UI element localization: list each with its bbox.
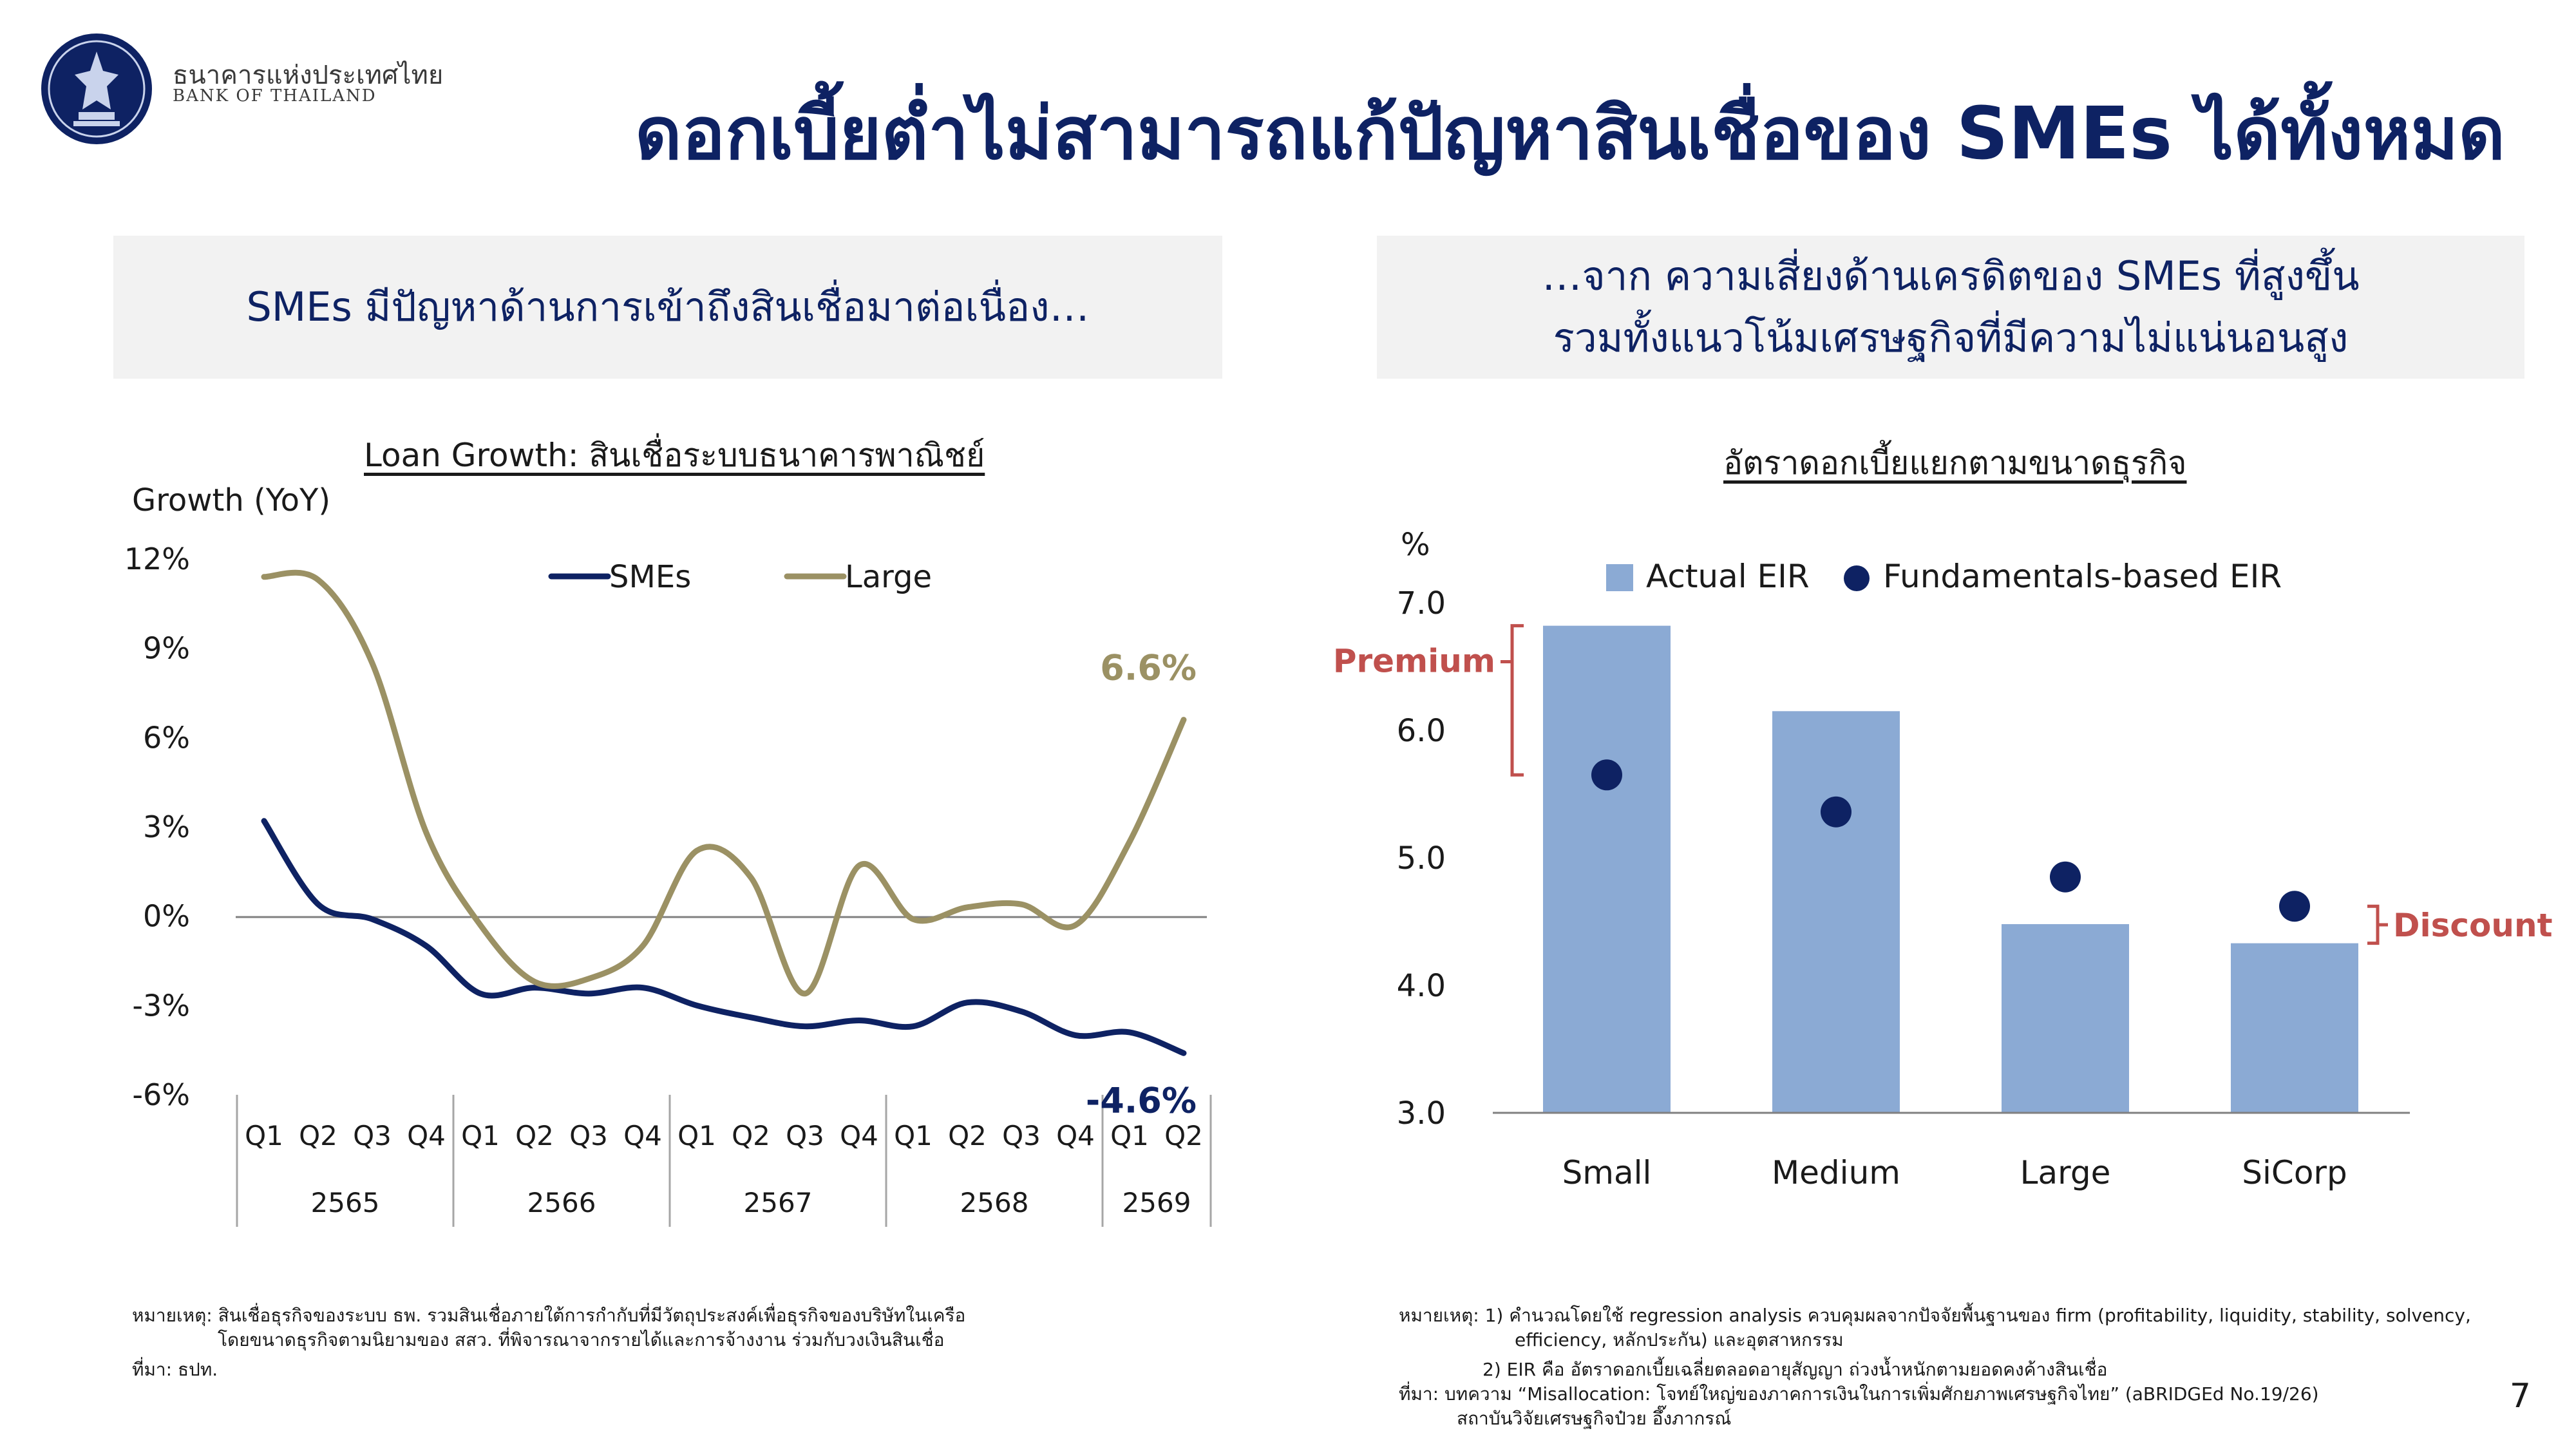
legend-label-large: Large <box>845 559 932 595</box>
x-axis-quarter-label: Q2 <box>948 1120 987 1151</box>
bar-actual-eir-medium <box>1772 711 1900 1113</box>
bar-chart-y-tick: 5.0 <box>1397 840 1446 876</box>
left-note-line2: โดยขนาดธุรกิจตามนิยามของ สสว. ที่พิจารณา… <box>218 1329 945 1350</box>
x-axis-quarter-label: Q4 <box>407 1120 446 1151</box>
bar-actual-eir-small <box>1543 625 1671 1113</box>
x-axis-quarter-label: Q1 <box>461 1120 500 1151</box>
dot-fundamentals-eir-small <box>1591 759 1622 791</box>
premium-bracket <box>1501 624 1524 777</box>
right-banner-line2: รวมทั้งแนวโน้มเศรษฐกิจที่มีความไม่แน่นอน… <box>1553 314 2349 361</box>
line-chart-y-tick: 9% <box>143 631 190 666</box>
bar-chart-y-tick: 4.0 <box>1397 968 1446 1004</box>
bar-chart-y-tick: 7.0 <box>1397 585 1446 621</box>
right-note-source-org: สถาบันวิจัยเศรษฐกิจป๋วย อึ๊งภากรณ์ <box>1457 1408 1732 1429</box>
line-chart-y-tick: 0% <box>143 899 190 934</box>
bar-chart-title: อัตราดอกเบี้ยแยกตามขนาดธุรกิจ <box>1723 444 2187 482</box>
bar-x-label-large: Large <box>2020 1154 2111 1191</box>
legend-label-actual-eir: Actual EIR <box>1646 558 1810 595</box>
x-axis-quarter-label: Q4 <box>840 1120 878 1151</box>
bar-chart-y-tick: 6.0 <box>1397 713 1446 749</box>
left-banner: SMEs มีปัญหาด้านการเข้าถึงสินเชื่อมาต่อเ… <box>113 236 1222 379</box>
right-note-line2: efficiency, หลักประกัน) และอุตสาหกรรม <box>1515 1329 1844 1350</box>
line-chart-y-label: Growth (YoY) <box>132 482 330 518</box>
line-chart-y-tick: -6% <box>132 1077 190 1112</box>
x-axis-quarter-label: Q1 <box>677 1120 716 1151</box>
org-name-thai: ธนาคารแห่งประเทศไทย <box>173 61 444 90</box>
x-axis-quarter-label: Q1 <box>894 1120 933 1151</box>
page-number: 7 <box>2509 1377 2531 1416</box>
legend-swatch-actual-eir <box>1606 564 1633 591</box>
right-note-line1: หมายเหตุ: 1) คำนวณโดยใช้ regression anal… <box>1399 1305 2471 1326</box>
right-note-line3: 2) EIR คือ อัตราดอกเบี้ยเฉลี่ยตลอดอายุสั… <box>1482 1359 2108 1380</box>
discount-bracket <box>2367 904 2388 945</box>
x-axis-quarter-label: Q3 <box>353 1120 392 1151</box>
bar-chart-y-tick: 3.0 <box>1397 1095 1446 1132</box>
series-line-smes <box>261 818 1187 1056</box>
org-name-english: BANK OF THAILAND <box>173 86 377 106</box>
page-title: ดอกเบี้ยต่ำไม่สามารถแก้ปัญหาสินเชื่อของ … <box>634 92 2505 176</box>
dot-fundamentals-eir-sicorp <box>2279 891 2310 922</box>
legend-label-fundamentals-eir: Fundamentals-based EIR <box>1883 558 2282 595</box>
x-axis-quarter-label: Q2 <box>299 1120 337 1151</box>
x-axis-year-label: 2565 <box>311 1187 380 1218</box>
left-banner-text: SMEs มีปัญหาด้านการเข้าถึงสินเชื่อมาต่อเ… <box>246 283 1090 330</box>
right-banner: …จาก ความเสี่ยงด้านเครดิตของ SMEs ที่สูง… <box>1377 236 2524 379</box>
bank-of-thailand-logo <box>41 33 152 144</box>
bar-x-label-small: Small <box>1562 1154 1652 1191</box>
bar-chart-y-label: % <box>1401 527 1430 563</box>
x-axis-quarter-label: Q1 <box>1110 1120 1149 1151</box>
x-axis-quarter-label: Q4 <box>623 1120 662 1151</box>
left-note-line1: หมายเหตุ: สินเชื่อธุรกิจของระบบ ธพ. รวมส… <box>132 1305 966 1326</box>
x-axis-year-label: 2566 <box>527 1187 596 1218</box>
x-axis-quarter-label: Q3 <box>1002 1120 1041 1151</box>
line-chart-y-tick: 3% <box>143 810 190 844</box>
right-note-source: ที่มา: บทความ “Misallocation: โจทย์ใหญ่ข… <box>1399 1383 2319 1405</box>
x-axis-quarter-label: Q3 <box>569 1120 608 1151</box>
series-end-label-large: 6.6% <box>1100 648 1197 688</box>
x-axis-quarter-label: Q2 <box>515 1120 554 1151</box>
x-axis-quarter-label: Q1 <box>245 1120 283 1151</box>
bar-x-label-sicorp: SiCorp <box>2242 1154 2347 1191</box>
x-axis-quarter-label: Q4 <box>1056 1120 1095 1151</box>
line-chart-y-tick: 12% <box>124 542 190 576</box>
bar-x-label-medium: Medium <box>1772 1154 1900 1191</box>
series-line-large <box>261 569 1187 997</box>
x-axis-year-label: 2569 <box>1122 1187 1191 1218</box>
x-axis-quarter-label: Q2 <box>1164 1120 1203 1151</box>
bar-actual-eir-sicorp <box>2231 943 2358 1113</box>
right-banner-line1: …จาก ความเสี่ยงด้านเครดิตของ SMEs ที่สูง… <box>1542 252 2360 299</box>
x-axis-quarter-label: Q3 <box>786 1120 824 1151</box>
left-note-source: ที่มา: ธปท. <box>132 1359 218 1380</box>
dot-fundamentals-eir-large <box>2050 861 2081 893</box>
bar-actual-eir-large <box>2002 923 2129 1113</box>
premium-label: Premium <box>1333 642 1495 679</box>
discount-label: Discount <box>2393 907 2553 944</box>
legend-swatch-fundamentals-eir <box>1844 565 1870 591</box>
line-chart-y-tick: 6% <box>143 720 190 755</box>
dot-fundamentals-eir-medium <box>1821 796 1852 828</box>
series-end-label-smes: -4.6% <box>1086 1080 1197 1121</box>
x-axis-quarter-label: Q2 <box>732 1120 770 1151</box>
line-chart-y-tick: -3% <box>132 988 190 1023</box>
legend-label-smes: SMEs <box>609 559 691 595</box>
x-axis-year-label: 2567 <box>744 1187 813 1218</box>
x-axis-year-label: 2568 <box>960 1187 1029 1218</box>
line-chart-title: Loan Growth: สินเชื่อระบบธนาคารพาณิชย์ <box>364 437 985 474</box>
